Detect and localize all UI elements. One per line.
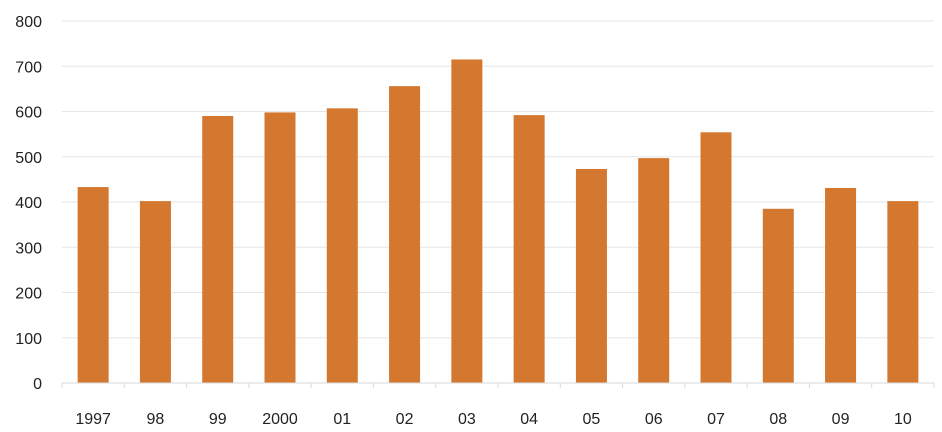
bar-2000	[264, 112, 296, 383]
bar-05	[575, 168, 607, 383]
y-axis-tick-labels: 0 100 200 300 400 500 600 700 800	[15, 14, 42, 393]
y-tick-label: 800	[15, 14, 42, 31]
bar-03	[451, 59, 483, 384]
bar-08	[762, 208, 794, 383]
x-tick-label: 06	[645, 411, 663, 428]
x-tick-label: 10	[894, 411, 912, 428]
bar-1997	[77, 187, 109, 383]
x-tick-label: 03	[458, 411, 476, 428]
bar-07	[700, 132, 732, 383]
x-tick-label: 09	[832, 411, 850, 428]
x-tick-label: 01	[333, 411, 351, 428]
bar-02	[389, 86, 421, 383]
x-tick-label: 04	[520, 411, 538, 428]
x-axis-tick-labels: 1997 98 99 2000 01 02 03 04 05 06 07 08 09 10	[61, 383, 935, 428]
y-tick-label: 300	[15, 240, 42, 257]
y-tick-label: 0	[33, 376, 42, 393]
x-tick-label: 05	[583, 411, 601, 428]
bar-06	[638, 158, 670, 383]
x-tick-label: 99	[209, 411, 227, 428]
x-tick-label: 1997	[75, 411, 111, 428]
x-tick-label: 2000	[262, 411, 298, 428]
bar-04	[513, 115, 545, 384]
gridlines	[62, 20, 934, 339]
bar-01	[326, 108, 358, 384]
y-tick-label: 200	[15, 286, 42, 303]
bar-98	[139, 201, 171, 383]
y-tick-label: 500	[15, 150, 42, 167]
bar-10	[887, 201, 919, 383]
y-tick-label: 600	[15, 105, 42, 122]
x-tick-label: 02	[396, 411, 414, 428]
x-tick-label: 08	[769, 411, 787, 428]
x-tick-label: 07	[707, 411, 725, 428]
y-tick-label: 700	[15, 59, 42, 76]
x-tick-label: 98	[147, 411, 165, 428]
bars	[77, 59, 919, 384]
y-tick-label: 400	[15, 195, 42, 212]
y-tick-label: 100	[15, 331, 42, 348]
bar-99	[202, 116, 234, 384]
bar-09	[825, 187, 857, 383]
